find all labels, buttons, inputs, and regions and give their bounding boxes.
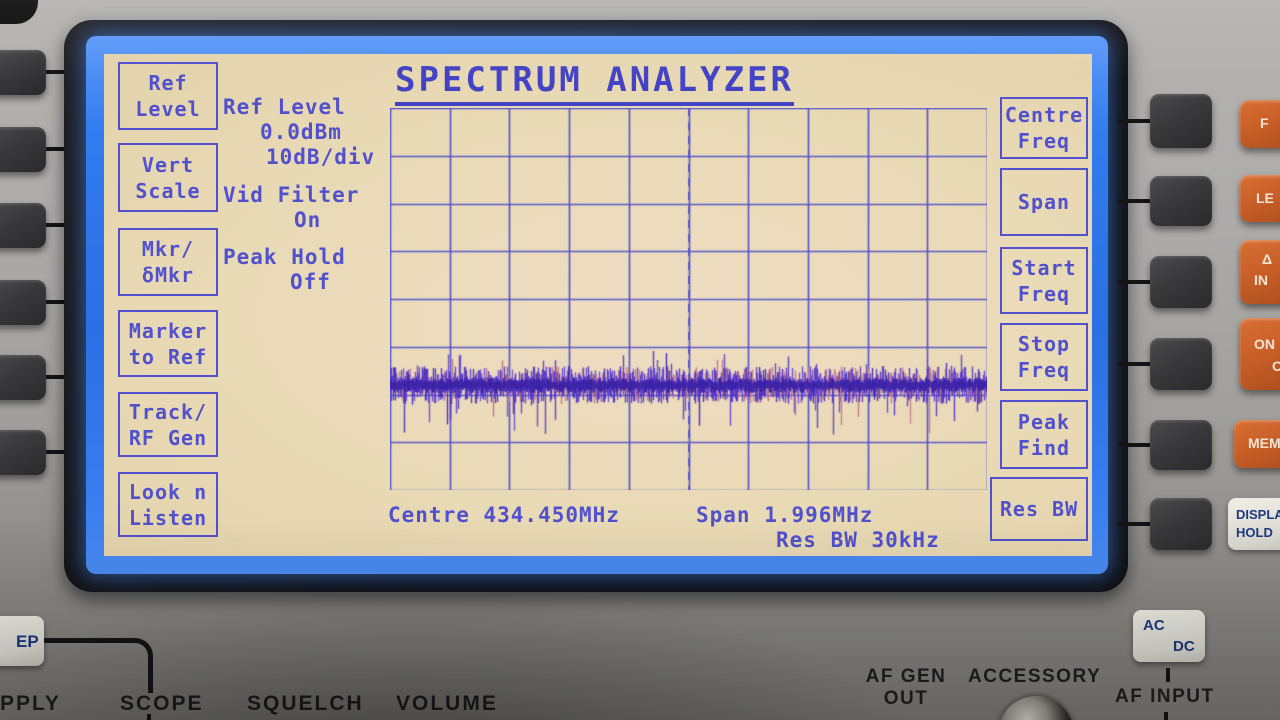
ac-dc-key-ac: AC	[1143, 617, 1165, 634]
vid-filter-value: On	[294, 208, 322, 232]
ac-dc-key-dc: DC	[1173, 638, 1195, 655]
delta-inc-key-top: Δ	[1262, 251, 1273, 267]
supply-label: PPLY	[0, 692, 61, 715]
on-off-key-bottom: O	[1272, 358, 1280, 374]
right-connector-line-2	[1118, 199, 1150, 203]
level-key[interactable]: LE	[1240, 175, 1280, 222]
left-connector-line-6	[46, 450, 74, 454]
lcd-display: Ref Level Vert Scale Mkr/ δMkr Marker to…	[104, 54, 1092, 556]
left-connector-line-5	[46, 375, 74, 379]
left-connector-line-1	[46, 70, 74, 74]
softkey-vert-scale[interactable]: Vert Scale	[118, 143, 218, 212]
display-hold-key[interactable]: DISPLA HOLD	[1228, 498, 1280, 550]
right-panel-button-4[interactable]	[1150, 338, 1212, 390]
softkey-mkr-delta-mkr-label: Mkr/ δMkr	[141, 237, 195, 287]
res-bw-readout: Res BW 30kHz	[776, 528, 940, 552]
freq-key-label: F	[1260, 115, 1269, 131]
softkey-start-freq[interactable]: Start Freq	[1000, 247, 1088, 314]
ac-dc-key[interactable]: AC DC	[1133, 610, 1205, 662]
left-connector-line-2	[46, 147, 74, 151]
left-panel-button-5[interactable]	[0, 355, 46, 400]
softkey-res-bw-label: Res BW	[999, 497, 1079, 521]
left-panel-button-3[interactable]	[0, 203, 46, 248]
ep-key-label: EP	[16, 632, 39, 651]
right-connector-line-5	[1118, 443, 1150, 447]
mem-key[interactable]: MEM	[1234, 420, 1280, 468]
softkey-marker-to-ref-label: Marker to Ref	[128, 318, 208, 369]
screen-bezel: Ref Level Vert Scale Mkr/ δMkr Marker to…	[64, 20, 1128, 592]
spectrum-plot	[390, 108, 987, 490]
ep-key[interactable]: EP	[0, 616, 44, 666]
af-gen-out-label: AF GEN OUT	[865, 666, 947, 709]
softkey-centre-freq[interactable]: Centre Freq	[1000, 97, 1088, 159]
right-connector-line-3	[1118, 280, 1150, 284]
scope-label: SCOPE	[120, 692, 204, 715]
ac-dc-line-stub	[1166, 668, 1170, 682]
on-off-key-top: ON	[1254, 336, 1275, 352]
softkey-ref-level[interactable]: Ref Level	[118, 62, 218, 130]
softkey-peak-find-label: Peak Find	[1017, 409, 1071, 460]
level-key-label: LE	[1256, 190, 1274, 206]
screen-backlight: Ref Level Vert Scale Mkr/ δMkr Marker to…	[86, 36, 1108, 574]
left-connector-line-3	[46, 223, 74, 227]
scope-line-stub	[147, 714, 151, 720]
left-panel-button-6[interactable]	[0, 430, 46, 475]
softkey-ref-level-label: Ref Level	[135, 71, 201, 121]
right-connector-line-6	[1118, 522, 1150, 526]
ep-scope-line	[44, 638, 153, 693]
squelch-label: SQUELCH	[247, 692, 364, 715]
peak-hold-value: Off	[290, 270, 331, 294]
knob-corner	[0, 0, 38, 24]
softkey-look-n-listen-label: Look n Listen	[128, 479, 208, 530]
af-input-label: AF INPUT	[1115, 686, 1215, 707]
softkey-centre-freq-label: Centre Freq	[1004, 103, 1084, 153]
af-input-line-stub	[1164, 712, 1168, 720]
right-panel-button-1[interactable]	[1150, 94, 1212, 148]
accessory-connector[interactable]	[998, 696, 1074, 720]
vid-filter-label: Vid Filter	[223, 183, 360, 207]
right-connector-line-4	[1118, 362, 1150, 366]
softkey-stop-freq-label: Stop Freq	[1017, 332, 1071, 382]
mem-key-label: MEM	[1248, 435, 1280, 451]
softkey-marker-to-ref[interactable]: Marker to Ref	[118, 310, 218, 377]
ref-level-label: Ref Level	[223, 95, 346, 119]
centre-freq-readout: Centre 434.450MHz	[388, 503, 620, 527]
right-panel-button-3[interactable]	[1150, 256, 1212, 308]
delta-inc-key-bottom: IN	[1254, 272, 1268, 288]
softkey-track-rf-gen-label: Track/ RF Gen	[128, 399, 208, 450]
softkey-vert-scale-label: Vert Scale	[135, 152, 201, 203]
left-panel-button-2[interactable]	[0, 127, 46, 172]
delta-inc-key[interactable]: Δ IN	[1240, 240, 1280, 304]
softkey-res-bw[interactable]: Res BW	[990, 477, 1088, 541]
peak-hold-label: Peak Hold	[223, 245, 346, 269]
span-readout: Span 1.996MHz	[696, 503, 874, 527]
softkey-mkr-delta-mkr[interactable]: Mkr/ δMkr	[118, 228, 218, 296]
right-panel-button-6[interactable]	[1150, 498, 1212, 550]
display-hold-key-label: DISPLA HOLD	[1236, 507, 1280, 540]
on-off-key[interactable]: ON O	[1240, 318, 1280, 390]
softkey-stop-freq[interactable]: Stop Freq	[1000, 323, 1088, 391]
softkey-start-freq-label: Start Freq	[1011, 255, 1077, 306]
left-connector-line-4	[46, 300, 74, 304]
volume-label: VOLUME	[396, 692, 498, 715]
softkey-track-rf-gen[interactable]: Track/ RF Gen	[118, 392, 218, 457]
right-panel-button-2[interactable]	[1150, 176, 1212, 226]
freq-key[interactable]: F	[1240, 100, 1280, 148]
vert-scale-value: 10dB/div	[266, 145, 376, 169]
accessory-label: ACCESSORY	[968, 666, 1102, 687]
softkey-span-label: Span	[1017, 190, 1071, 214]
softkey-look-n-listen[interactable]: Look n Listen	[118, 472, 218, 537]
softkey-span[interactable]: Span	[1000, 168, 1088, 236]
left-panel-button-4[interactable]	[0, 280, 46, 325]
ref-level-value: 0.0dBm	[260, 120, 342, 144]
left-panel-button-1[interactable]	[0, 50, 46, 95]
right-panel-button-5[interactable]	[1150, 420, 1212, 470]
right-connector-line-1	[1118, 119, 1150, 123]
softkey-peak-find[interactable]: Peak Find	[1000, 400, 1088, 469]
page-title: SPECTRUM ANALYZER	[395, 60, 794, 106]
